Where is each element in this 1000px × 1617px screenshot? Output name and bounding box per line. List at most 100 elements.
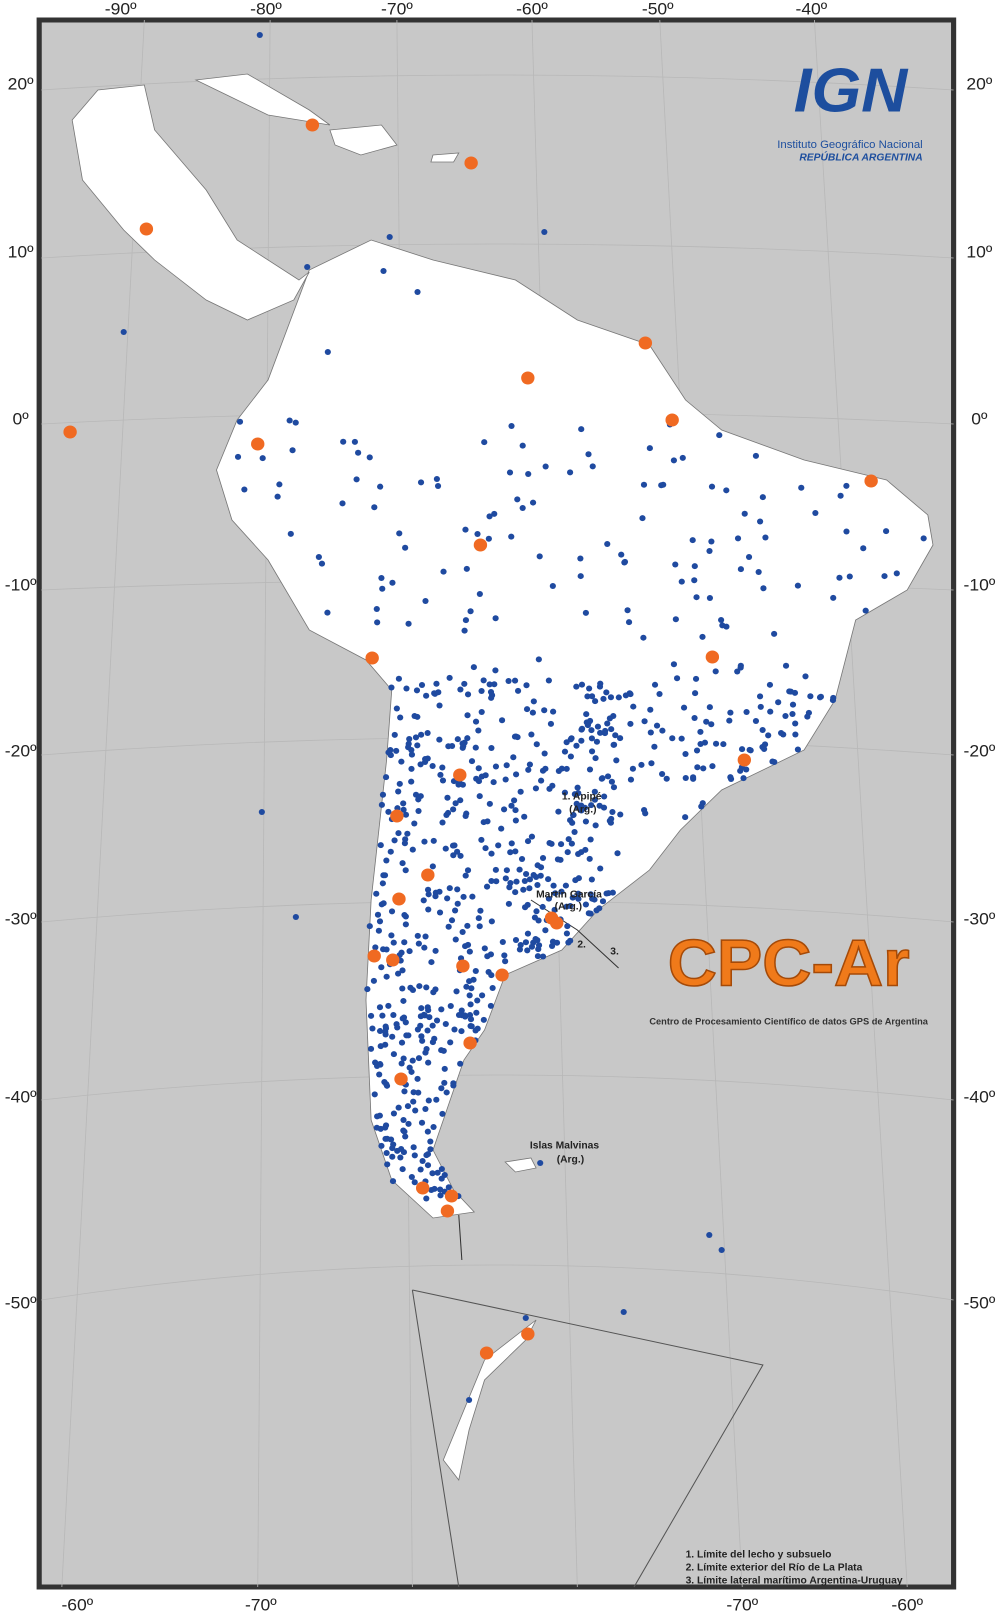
station bbox=[488, 744, 495, 751]
station bbox=[571, 791, 578, 798]
station bbox=[379, 585, 386, 592]
station bbox=[558, 765, 565, 772]
station bbox=[385, 1002, 392, 1009]
station bbox=[525, 471, 532, 478]
station bbox=[377, 842, 384, 849]
station bbox=[588, 693, 596, 700]
station bbox=[691, 563, 698, 570]
station bbox=[539, 903, 546, 910]
station bbox=[452, 936, 459, 943]
station bbox=[539, 953, 547, 960]
station bbox=[417, 1166, 424, 1173]
station bbox=[434, 483, 442, 490]
station bbox=[517, 941, 524, 948]
station bbox=[620, 1309, 627, 1315]
station bbox=[424, 1128, 431, 1135]
station bbox=[585, 451, 592, 458]
station bbox=[541, 707, 548, 714]
station bbox=[468, 985, 475, 992]
station bbox=[400, 800, 407, 807]
station bbox=[390, 1011, 397, 1018]
station bbox=[464, 691, 472, 698]
station bbox=[862, 607, 869, 614]
station bbox=[533, 908, 540, 915]
station bbox=[881, 573, 888, 580]
station bbox=[366, 454, 373, 461]
station bbox=[503, 762, 510, 769]
station bbox=[425, 1059, 432, 1066]
station bbox=[407, 984, 414, 991]
station bbox=[755, 568, 762, 575]
station bbox=[383, 946, 390, 953]
station bbox=[381, 872, 389, 879]
bottom-label: -60º bbox=[61, 1595, 93, 1615]
station bbox=[574, 784, 581, 791]
station bbox=[467, 1023, 474, 1030]
station bbox=[287, 530, 294, 537]
station bbox=[514, 734, 521, 741]
station bbox=[402, 1019, 409, 1026]
station bbox=[545, 876, 552, 883]
station bbox=[512, 771, 520, 778]
station bbox=[373, 890, 380, 897]
station bbox=[476, 591, 483, 598]
station bbox=[571, 828, 578, 835]
station bbox=[393, 1021, 400, 1028]
left-label: -10º bbox=[5, 575, 37, 595]
station bbox=[234, 453, 242, 460]
station-main bbox=[705, 650, 720, 664]
station bbox=[718, 616, 725, 623]
bottom-label: -70º bbox=[726, 1595, 758, 1615]
station bbox=[418, 1033, 425, 1040]
station bbox=[491, 681, 498, 688]
station bbox=[480, 1016, 487, 1023]
station bbox=[389, 579, 396, 586]
station-main bbox=[139, 222, 154, 236]
station bbox=[516, 866, 523, 873]
top-label: -40º bbox=[795, 0, 827, 18]
station bbox=[706, 1232, 713, 1238]
station bbox=[400, 1117, 407, 1124]
station bbox=[324, 609, 331, 616]
station bbox=[412, 791, 420, 798]
station bbox=[587, 891, 594, 898]
station bbox=[642, 810, 649, 817]
station bbox=[846, 573, 853, 580]
station bbox=[703, 718, 710, 725]
station bbox=[745, 554, 753, 561]
station bbox=[460, 893, 467, 900]
station bbox=[395, 830, 402, 837]
station bbox=[415, 1055, 423, 1062]
station bbox=[528, 833, 536, 840]
station bbox=[459, 740, 466, 747]
station bbox=[669, 735, 676, 742]
station bbox=[582, 901, 590, 908]
station bbox=[466, 948, 473, 955]
station bbox=[691, 714, 698, 721]
station bbox=[424, 886, 432, 893]
station bbox=[573, 683, 580, 690]
station bbox=[120, 329, 127, 335]
station bbox=[434, 1169, 441, 1176]
station bbox=[408, 751, 416, 758]
station bbox=[383, 973, 390, 980]
station bbox=[529, 709, 536, 716]
station bbox=[789, 701, 797, 708]
station bbox=[382, 774, 390, 781]
station bbox=[638, 761, 645, 768]
station bbox=[588, 735, 595, 742]
station bbox=[455, 1011, 463, 1018]
station bbox=[429, 863, 436, 870]
station bbox=[682, 814, 689, 821]
station bbox=[514, 496, 521, 503]
station bbox=[374, 1113, 381, 1120]
station bbox=[384, 1161, 391, 1168]
station bbox=[425, 1097, 432, 1104]
station bbox=[521, 877, 528, 884]
station bbox=[458, 1007, 465, 1014]
station bbox=[617, 735, 624, 742]
station bbox=[425, 1007, 432, 1014]
station bbox=[427, 1138, 434, 1145]
station bbox=[530, 698, 537, 705]
station bbox=[440, 1047, 447, 1054]
